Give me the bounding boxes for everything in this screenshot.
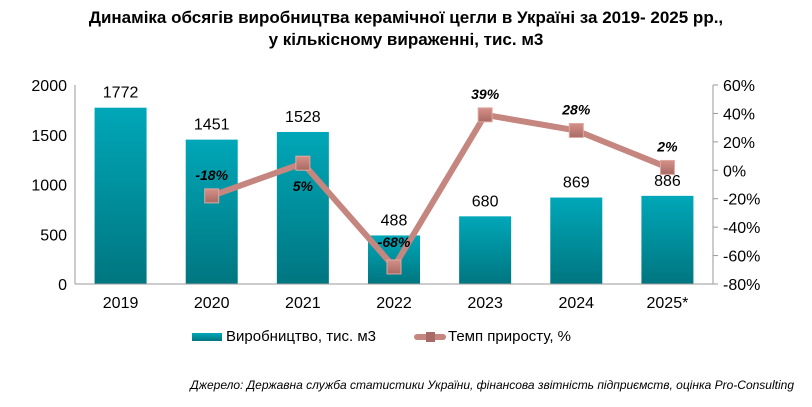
bar <box>276 131 329 284</box>
left-tick-label: 2000 <box>31 78 67 95</box>
right-tick-label: -20% <box>723 192 760 209</box>
bar <box>94 107 147 284</box>
x-tick-label: 2022 <box>376 295 412 312</box>
growth-marker <box>386 259 402 275</box>
bar-value-label: 680 <box>472 193 499 210</box>
right-tick-label: 20% <box>723 135 755 152</box>
legend-line-swatch <box>414 331 446 342</box>
x-tick-label: 2024 <box>558 295 594 312</box>
chart-title-line1: Динаміка обсягів виробництва керамічної … <box>88 8 724 27</box>
growth-value-label: 2% <box>656 138 678 154</box>
left-tick-label: 1000 <box>31 178 67 195</box>
left-tick-label: 500 <box>40 227 67 244</box>
x-tick-label: 2019 <box>103 295 139 312</box>
right-tick-label: 40% <box>723 106 755 123</box>
growth-marker <box>295 155 311 171</box>
legend-line-label: Темп приросту, % <box>448 328 572 345</box>
x-tick-label: 2020 <box>194 295 230 312</box>
growth-value-label: 39% <box>471 86 500 102</box>
chart-title-line2: у кількісному вираженні, тис. м3 <box>268 30 544 49</box>
bar <box>550 197 603 284</box>
bar-value-label: 1528 <box>285 109 321 126</box>
bar-value-label: 1451 <box>194 117 230 134</box>
bar-value-label: 488 <box>381 212 408 229</box>
x-tick-label: 2021 <box>285 295 321 312</box>
bar-value-label: 1772 <box>103 85 139 102</box>
bar-value-label: 886 <box>654 173 681 190</box>
right-tick-label: -60% <box>723 249 760 266</box>
bar <box>185 139 238 284</box>
growth-marker <box>477 107 493 123</box>
x-tick-label: 2023 <box>467 295 503 312</box>
growth-marker <box>659 159 675 175</box>
bar <box>641 195 694 284</box>
right-tick-label: 60% <box>723 78 755 95</box>
legend-bar-swatch <box>192 332 222 341</box>
left-tick-label: 1500 <box>31 128 67 145</box>
legend: Виробництво, тис. м3 Темп приросту, % <box>192 328 571 345</box>
growth-marker <box>204 188 220 204</box>
growth-value-label: -18% <box>195 167 228 183</box>
right-tick-label: -80% <box>723 277 760 294</box>
bar-value-label: 869 <box>563 175 590 192</box>
x-tick-label: 2025* <box>647 295 689 312</box>
growth-value-label: 28% <box>561 101 591 117</box>
left-tick-label: 0 <box>58 277 67 294</box>
right-tick-label: -40% <box>723 220 760 237</box>
growth-marker <box>568 122 584 138</box>
right-tick-label: 0% <box>723 163 746 180</box>
growth-line <box>210 111 669 270</box>
source-note: Джерело: Державна служба статистики Укра… <box>190 378 794 392</box>
bar <box>459 216 512 284</box>
growth-value-label: 5% <box>293 178 314 194</box>
legend-bar-label: Виробництво, тис. м3 <box>226 328 376 345</box>
growth-value-label: -68% <box>378 234 411 250</box>
